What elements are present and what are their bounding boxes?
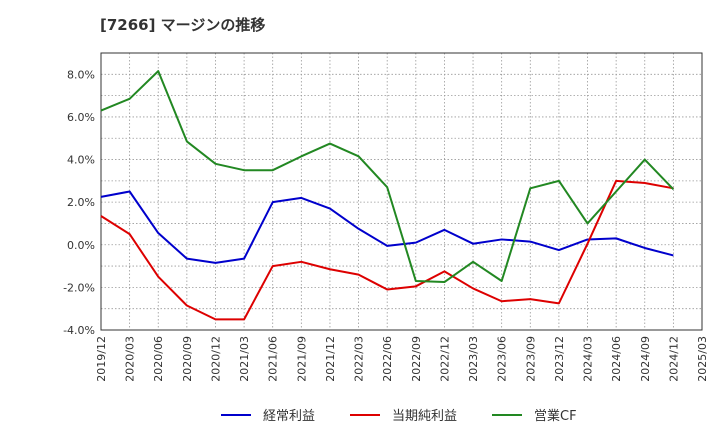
x-tick-label: 2024/09 bbox=[639, 336, 652, 382]
x-tick-label: 2020/12 bbox=[209, 336, 222, 382]
x-tick-label: 2020/03 bbox=[124, 336, 137, 382]
x-tick-label: 2022/06 bbox=[381, 336, 394, 382]
y-tick-label: -4.0% bbox=[63, 324, 95, 337]
plot-border bbox=[100, 52, 703, 331]
series-line-1 bbox=[100, 190, 674, 264]
x-tick-label: 2024/06 bbox=[610, 336, 623, 382]
chart-title: [7266] マージンの推移 bbox=[100, 16, 266, 34]
x-tick-label: 2022/09 bbox=[410, 336, 423, 382]
x-tick-label: 2025/03 bbox=[696, 336, 709, 382]
x-tick-label: 2023/06 bbox=[496, 336, 509, 382]
legend-label-1: 経常利益 bbox=[263, 409, 315, 424]
x-tick-label: 2019/12 bbox=[95, 336, 108, 382]
x-tick-label: 2023/09 bbox=[524, 336, 537, 382]
legend-label-2: 当期純利益 bbox=[392, 409, 457, 424]
y-tick-label: 0.0% bbox=[67, 239, 95, 252]
x-tick-label: 2021/09 bbox=[295, 336, 308, 382]
x-tick-label: 2023/03 bbox=[467, 336, 480, 382]
series-line-3 bbox=[100, 70, 675, 284]
x-tick-label: 2020/09 bbox=[181, 336, 194, 382]
y-tick-label: -2.0% bbox=[63, 281, 95, 294]
y-tick-label: 8.0% bbox=[67, 68, 95, 81]
x-tick-label: 2020/06 bbox=[152, 336, 165, 382]
x-tick-label: 2023/12 bbox=[553, 336, 566, 382]
y-tick-label: 6.0% bbox=[67, 111, 95, 124]
y-tick-label: 2.0% bbox=[67, 196, 95, 209]
y-tick-label: 4.0% bbox=[67, 154, 95, 167]
x-tick-label: 2021/06 bbox=[267, 336, 280, 382]
series-line-2 bbox=[100, 179, 674, 321]
x-tick-label: 2021/12 bbox=[324, 336, 337, 382]
x-tick-label: 2024/12 bbox=[667, 336, 680, 382]
x-tick-label: 2022/03 bbox=[353, 336, 366, 382]
x-tick-label: 2022/12 bbox=[438, 336, 451, 382]
legend-label-3: 営業CF bbox=[534, 408, 577, 424]
x-tick-label: 2024/03 bbox=[582, 336, 595, 382]
plot-area bbox=[101, 53, 702, 330]
x-tick-label: 2021/03 bbox=[238, 336, 251, 382]
